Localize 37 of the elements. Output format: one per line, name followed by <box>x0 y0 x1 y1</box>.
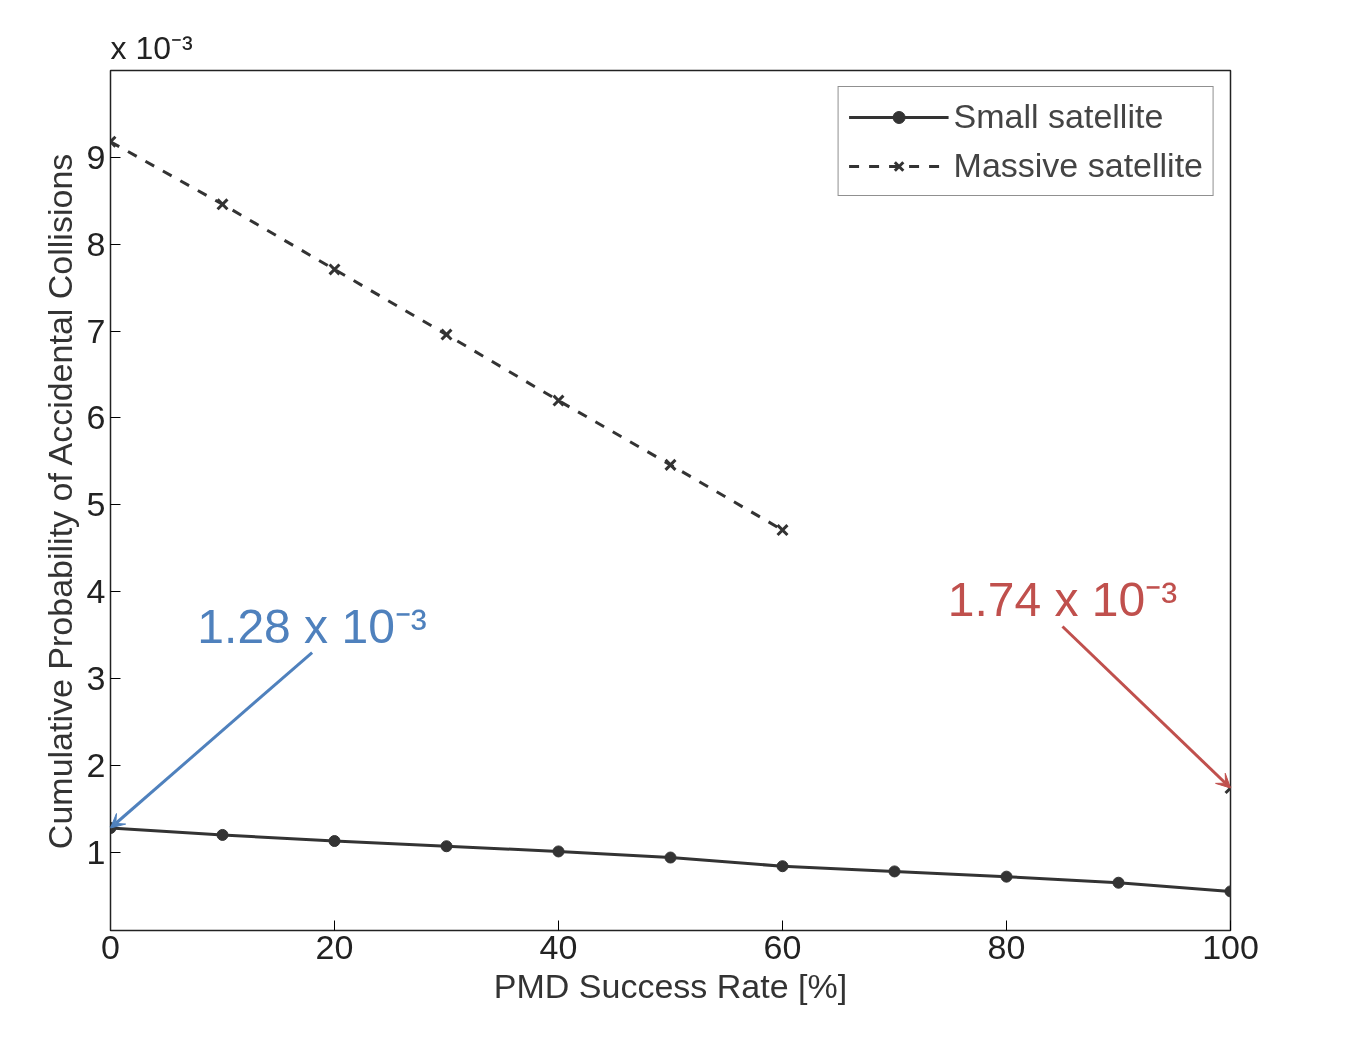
text: x 10⁻³ <box>110 29 193 66</box>
y-tick-label: 7 <box>86 311 106 350</box>
x-tick-label: 40 <box>539 927 578 966</box>
point <box>776 523 789 537</box>
legend-label: Small satellite <box>953 97 1164 136</box>
point <box>664 851 677 864</box>
legend-label: Massive satellite <box>953 146 1203 185</box>
x-tick-label: 100 <box>1202 927 1259 966</box>
y-axis-title: Cumulative Probability of Accidental Collisions <box>40 153 79 850</box>
point <box>552 394 565 408</box>
point <box>440 840 453 853</box>
point <box>328 262 341 276</box>
y-tick-label: 5 <box>86 485 106 524</box>
y-tick-label: 3 <box>86 659 106 698</box>
y-tick-label: 4 <box>86 572 106 611</box>
point <box>664 458 677 472</box>
y-tick-label: 8 <box>86 224 106 263</box>
y-tick-label: 9 <box>86 137 106 176</box>
point <box>328 835 341 848</box>
point <box>440 328 453 342</box>
point <box>216 197 229 211</box>
point <box>1000 870 1013 883</box>
point <box>216 828 229 841</box>
point <box>552 845 565 858</box>
y-tick-label: 1 <box>86 832 106 871</box>
point <box>776 860 789 873</box>
annotation: 1.28 x 10⁻³ <box>197 599 427 653</box>
point <box>888 865 901 878</box>
annotation: 1.74 x 10⁻³ <box>947 573 1178 627</box>
point <box>1112 876 1125 889</box>
x-tick-label: 20 <box>315 927 354 966</box>
x-tick-label: 0 <box>101 927 120 966</box>
x-tick-label: 60 <box>763 927 802 966</box>
y-tick-label: 2 <box>86 745 106 784</box>
x-tick-label: 80 <box>987 927 1026 966</box>
x-axis-title: PMD Success Rate [%] <box>493 966 848 1005</box>
y-tick-label: 6 <box>86 398 106 437</box>
